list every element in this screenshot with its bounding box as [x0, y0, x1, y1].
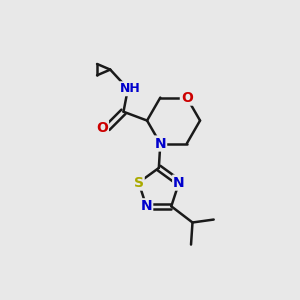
Text: N: N [141, 199, 152, 213]
Text: N: N [154, 136, 166, 151]
Text: NH: NH [120, 82, 141, 95]
Text: O: O [181, 91, 193, 105]
Text: N: N [173, 176, 185, 190]
Text: O: O [96, 121, 108, 135]
Text: S: S [134, 176, 144, 190]
